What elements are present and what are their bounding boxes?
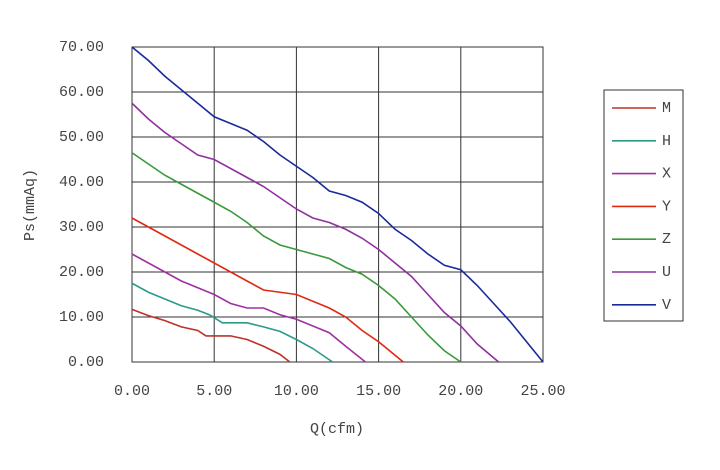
x-tick-label: 25.00 xyxy=(520,383,565,400)
x-tick-label: 20.00 xyxy=(438,383,483,400)
x-tick-label: 10.00 xyxy=(274,383,319,400)
plot-frame xyxy=(131,46,544,363)
y-tick-label: 10.00 xyxy=(59,309,104,326)
legend-label: Y xyxy=(662,198,671,215)
legend-box xyxy=(603,89,684,322)
series-line xyxy=(131,152,462,363)
x-axis-label: Q(cfm) xyxy=(310,421,364,438)
legend-label: M xyxy=(662,100,671,117)
y-tick-label: 50.00 xyxy=(59,129,104,146)
legend-label: Z xyxy=(662,231,671,248)
y-tick-label: 20.00 xyxy=(59,264,104,281)
legend-label: H xyxy=(662,133,671,150)
y-tick-label: 0.00 xyxy=(68,354,104,371)
legend-label: U xyxy=(662,264,671,281)
y-tick-label: 60.00 xyxy=(59,84,104,101)
series-line xyxy=(131,282,334,363)
series-line xyxy=(131,46,544,363)
y-tick-label: 40.00 xyxy=(59,174,104,191)
series-line xyxy=(131,308,291,363)
x-tick-label: 15.00 xyxy=(356,383,401,400)
x-tick-label: 5.00 xyxy=(196,383,232,400)
series-line xyxy=(131,102,500,363)
y-axis-label: Ps(mmAq) xyxy=(22,169,39,241)
series-line xyxy=(131,217,404,363)
series-line xyxy=(131,253,366,363)
y-tick-label: 70.00 xyxy=(59,39,104,56)
x-tick-label: 0.00 xyxy=(114,383,150,400)
legend-label: X xyxy=(662,166,671,183)
y-tick-label: 30.00 xyxy=(59,219,104,236)
legend-label: V xyxy=(662,297,671,314)
